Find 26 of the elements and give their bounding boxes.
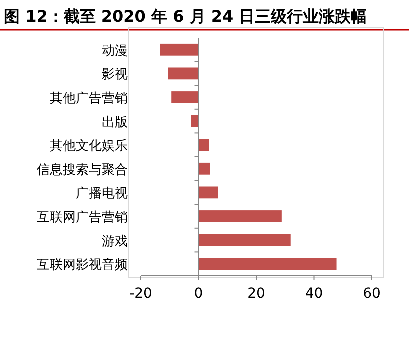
y-tick-label: 动漫: [102, 44, 128, 59]
bar: [198, 162, 210, 175]
x-tick-label: 20: [248, 286, 266, 302]
x-tick-label: 0: [194, 286, 204, 302]
x-tick-label: -20: [130, 286, 152, 302]
y-tick-label: 出版: [102, 115, 128, 130]
y-tick-label: 游戏: [102, 234, 128, 250]
bar: [198, 234, 291, 246]
bar: [160, 44, 199, 56]
bar: [172, 92, 199, 104]
y-tick-label: 其他广告营销: [50, 92, 128, 106]
y-tick-label: 信息搜索与聚合: [37, 162, 128, 178]
x-tick-label: 40: [305, 286, 324, 302]
bar: [198, 258, 337, 270]
y-tick-label: 互联网广告营销: [37, 210, 128, 226]
y-tick-label: 互联网影视音频: [37, 258, 128, 274]
y-tick-label: 其他文化娱乐: [50, 139, 128, 154]
y-tick-label: 广播电视: [76, 186, 128, 202]
x-tick-label: 60: [363, 286, 381, 302]
y-tick-label: 影视: [102, 68, 128, 83]
bar: [198, 139, 210, 152]
bar: [198, 186, 218, 199]
chart-title: 图 12：截至 2020 年 6 月 24 日三级行业涨跌幅: [4, 7, 368, 26]
bar: [198, 210, 282, 222]
bar: [191, 115, 199, 128]
bar: [168, 68, 199, 80]
